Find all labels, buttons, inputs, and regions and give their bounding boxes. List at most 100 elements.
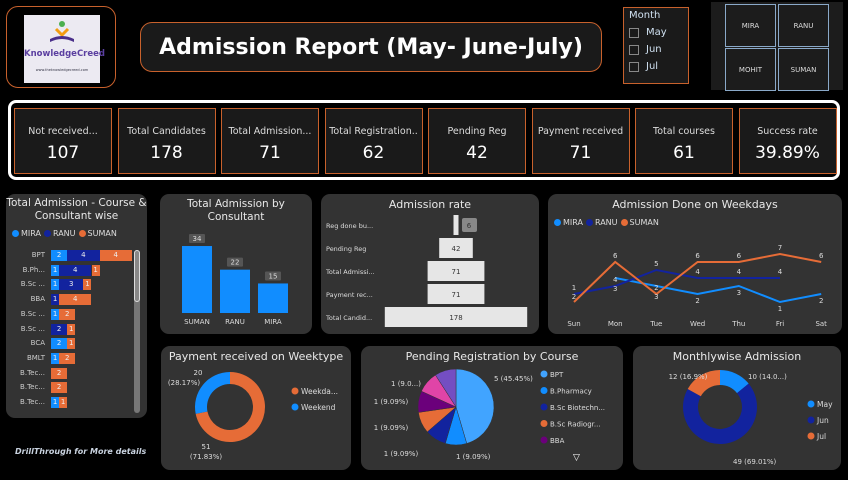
legend-item[interactable]: SUMAN [620,218,659,227]
scrollbar[interactable] [134,250,140,413]
bar-segment[interactable]: 2 [51,323,68,335]
data-label: 2 [572,293,576,301]
month-option-jul[interactable]: Jul [629,61,688,72]
bar-segment[interactable]: 4 [67,250,100,261]
consultant-bar-chart: 34 SUMAN 22 RANU 15 MIRA [182,234,288,326]
bar-row[interactable]: B.Sc ... 2 1 [6,323,131,335]
chart-title: Admission rate [388,198,472,211]
bar-segment[interactable]: 1 [83,279,92,291]
kpi-label: Pending Reg [447,126,507,137]
bar-segment[interactable]: 1 [51,279,60,291]
bar-segment[interactable]: 2 [59,308,76,320]
bar-segment[interactable]: 2 [51,367,68,379]
bar-segment[interactable]: 2 [51,338,68,350]
bar-row[interactable]: B.Tec... 2 [6,367,131,379]
kpi-value: 42 [466,143,488,163]
bar-row[interactable]: BMLT 1 2 [6,352,131,364]
legend-label: Weekda... [301,387,338,396]
slice [435,368,457,408]
scrollbar-thumb[interactable] [134,250,140,302]
line-ranu [573,268,780,295]
bar-segment[interactable]: 4 [59,264,92,276]
legend-item[interactable]: MIRA [12,229,41,238]
category-label: SUMAN [184,318,210,326]
bar-segment[interactable]: 1 [67,338,76,350]
data-label-bg [227,257,243,267]
bar-segment[interactable]: 1 [51,352,60,364]
data-label: 6 [819,252,824,260]
bar-row[interactable]: B.Tec... 2 [6,382,131,394]
consultant-button-suman[interactable]: SUMAN [778,48,829,91]
consultant-button-mohit[interactable]: MOHIT [725,48,776,91]
data-label: 3 [654,293,658,301]
legend: MIRA RANU SUMAN [554,218,659,227]
bar [182,246,212,313]
kpi-value: 107 [46,143,80,163]
bar-row[interactable]: B.Ph... 1 4 1 [6,264,131,276]
chart-title: Total Admission by Consultant [187,198,285,223]
bar-segment[interactable]: 1 [67,323,76,335]
slice [683,383,757,444]
category-label: BBA [30,295,45,304]
bar-row[interactable]: B.Sc ... 1 2 [6,308,131,320]
category-label: Pending Reg [326,245,366,253]
data-label: 2 [819,297,823,305]
category-label: BPT [31,251,45,259]
bar-row[interactable]: BBA 1 4 [6,294,131,306]
legend-item[interactable]: RANU [43,229,76,238]
legend-item[interactable]: MIRA [554,218,583,227]
bar-segment[interactable]: 1 [51,294,60,306]
consultant-button-mira[interactable]: MIRA [725,4,776,47]
month-option-may[interactable]: May [629,27,688,38]
bar-segment[interactable]: 1 [51,397,60,408]
bar-segment[interactable]: 1 [51,264,60,276]
legend-dot-icon [540,403,548,411]
bar-segment[interactable]: 1 [91,264,100,276]
bar-segment[interactable]: 4 [99,250,132,261]
checkbox[interactable] [629,61,639,72]
funnel-bar [453,215,459,235]
month-option-jun[interactable]: Jun [629,44,688,55]
consultant-button-ranu[interactable]: RANU [778,4,829,47]
checkbox[interactable] [629,44,639,55]
bar-row[interactable]: BCA 2 1 [6,338,131,350]
legend-label: RANU [594,218,618,227]
kpi-label: Total Registration.. [329,126,418,137]
option-label: Jun [646,44,662,55]
bar-segment[interactable]: 1 [59,397,68,408]
data-label: 6 [737,252,742,260]
legend-item[interactable]: RANU [585,218,618,227]
bar-segment[interactable]: 3 [59,279,84,291]
kpi-card: Total Admission... 71 [221,108,319,174]
x-tick-label: Tue [649,320,662,328]
data-label: 1 (9.09%) [374,424,409,432]
funnel-bar [427,261,485,281]
data-label: 51 [202,443,211,451]
bar-segment[interactable]: 4 [59,294,92,306]
drillthrough-note: DrillThrough for More details [15,447,147,456]
category-label: B.Sc ... [20,280,45,289]
legend-scroll-down-icon[interactable]: ▽ [573,453,580,463]
bar-segment[interactable]: 2 [51,382,68,394]
chart-title: Monthlywise Admission [672,350,802,363]
bar-segment[interactable]: 2 [59,352,76,364]
legend-label: May [817,400,833,409]
legend-dot-icon [807,400,815,408]
x-tick-label: Mon [608,320,623,328]
chart-title: Total Admission - Course & Consultant wi… [6,197,147,222]
bar-row[interactable]: B.Sc ... 1 3 1 [6,279,131,291]
legend-item[interactable]: SUMAN [78,229,117,238]
kpi-value: 62 [362,143,385,163]
line-mira [615,277,822,304]
bar-row[interactable]: BPT 2 4 4 [6,250,132,261]
checkbox[interactable] [629,27,639,38]
category-label: Payment rec... [326,291,373,299]
bar-segment[interactable]: 1 [51,308,60,320]
pending-course-panel: Pending Registration by Course 5 (45.45%… [361,346,623,470]
monthly-panel: Monthlywise Admission 10 (14.0...) 49 (69… [633,346,841,470]
bar-row[interactable]: B.Tec... 1 1 [6,397,131,408]
data-label: 34 [193,235,202,243]
data-label: (71.83%) [190,453,222,461]
bar-segment[interactable]: 2 [51,250,68,261]
data-label: 22 [231,259,240,267]
